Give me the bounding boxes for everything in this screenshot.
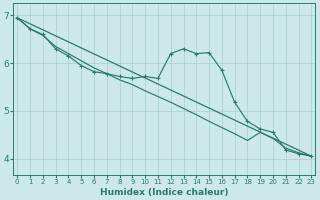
X-axis label: Humidex (Indice chaleur): Humidex (Indice chaleur)	[100, 188, 228, 197]
